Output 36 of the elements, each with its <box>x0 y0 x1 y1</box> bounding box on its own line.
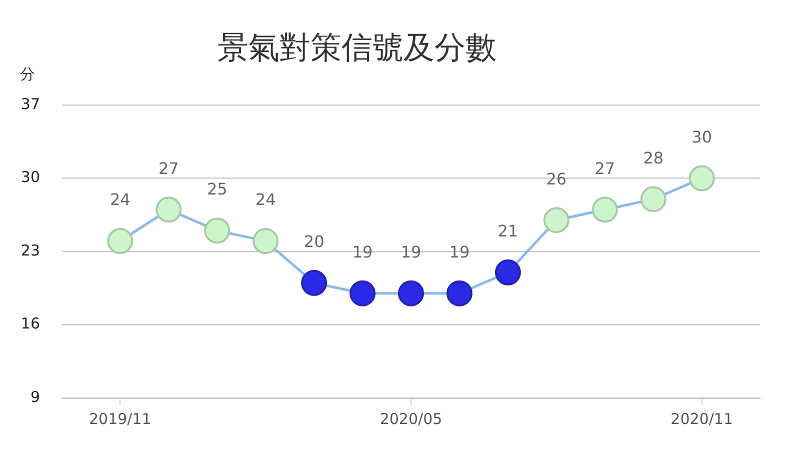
point <box>350 280 376 306</box>
data-label: 20 <box>304 232 324 252</box>
data-label: 25 <box>206 180 228 199</box>
y-tick-label: 30 <box>20 168 40 186</box>
data-label: 24 <box>110 190 130 210</box>
chart-title: 景氣對策信號及分數 <box>218 30 496 66</box>
y-tick-label: 16 <box>20 314 40 333</box>
y-tick-label: 9 <box>30 388 40 406</box>
point <box>543 207 570 234</box>
point <box>204 218 230 244</box>
data-label: 30 <box>692 127 712 146</box>
data-label: 19 <box>400 242 422 262</box>
data-label: 19 <box>352 242 373 262</box>
data-label: 28 <box>643 148 664 168</box>
point <box>252 228 279 254</box>
data-label: 21 <box>498 222 518 241</box>
point <box>107 228 134 254</box>
point <box>446 280 472 306</box>
x-tick-label: 2020/11 <box>670 410 733 428</box>
x-tick-label: 2019/11 <box>89 410 152 428</box>
data-label: 27 <box>594 158 616 178</box>
data-label: 24 <box>255 190 276 210</box>
point <box>688 165 715 192</box>
point <box>494 259 521 286</box>
data-label: 27 <box>158 158 179 178</box>
point <box>640 186 666 212</box>
x-tick-label: 2020/05 <box>380 410 442 428</box>
data-label: 19 <box>449 242 470 262</box>
y-tick-label: 37 <box>20 94 40 113</box>
y-tick-label: 23 <box>20 241 40 260</box>
point <box>301 270 328 296</box>
data-label: 26 <box>546 169 567 188</box>
point <box>592 196 618 223</box>
y-axis-title: 分 <box>20 64 35 84</box>
point <box>156 196 182 223</box>
point <box>398 280 424 306</box>
